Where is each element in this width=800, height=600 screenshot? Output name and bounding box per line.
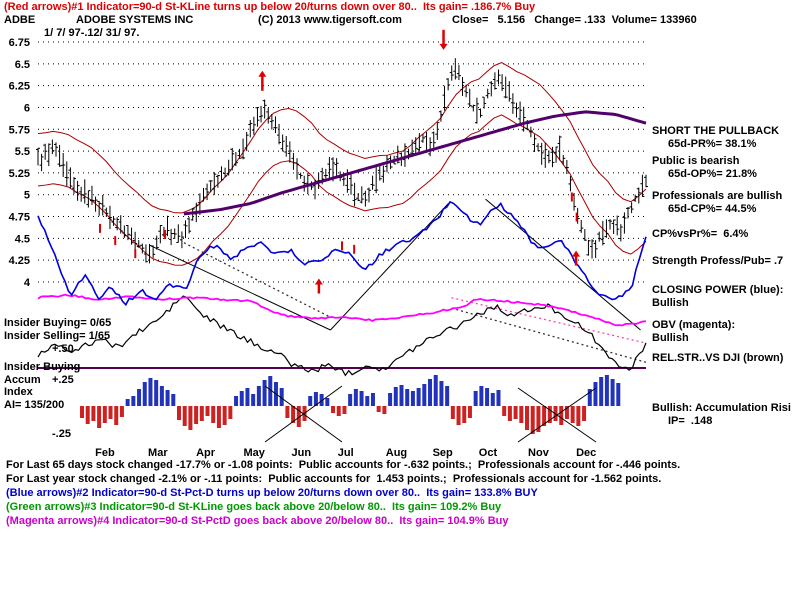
svg-text:Jun: Jun (292, 447, 312, 459)
moving-average-line (183, 110, 647, 216)
quote-summary: Close= 5.156 Change= .133 Volume= 133960 (452, 14, 697, 26)
svg-text:Dec: Dec (576, 447, 596, 459)
svg-text:May: May (244, 447, 266, 459)
moving-average-group (183, 110, 647, 216)
svg-text:4.75: 4.75 (9, 212, 30, 224)
closing-power-status: Bullish (652, 297, 689, 309)
accum-index-value: AI= 135/200 (4, 399, 65, 411)
signal-legend-blue: (Blue arrows)#2 Indicator=90-d St-Pct-D … (6, 487, 538, 499)
strength-ratio: Strength Profess/Pub= .7 (652, 255, 784, 267)
op-percent: 65d-OP%= 21.8% (668, 168, 757, 180)
svg-text:5.25: 5.25 (9, 168, 30, 180)
relative-strength-line (37, 295, 647, 377)
obv-label: OBV (magenta): (652, 319, 736, 331)
sentiment-heading: SHORT THE PULLBACK (652, 125, 780, 137)
public-sentiment: Public is bearish (652, 155, 740, 167)
svg-text:4: 4 (24, 277, 31, 289)
scale-plus-50: +.50 (52, 343, 74, 355)
insider-selling-count: Insider Selling= 1/65 (4, 330, 111, 342)
copyright-text: (C) 2013 www.tigersoft.com (258, 14, 402, 26)
svg-text:Oct: Oct (479, 447, 498, 459)
closing-power-line (37, 200, 647, 307)
pr-percent: 65d-PR%= 38.1% (668, 138, 757, 150)
svg-text:Aug: Aug (386, 447, 407, 459)
scale-minus-25: -.25 (52, 428, 71, 440)
insider-accum-label-2: Accum (4, 374, 41, 386)
closing-power-label: CLOSING POWER (blue): (652, 284, 784, 296)
svg-text:6.75: 6.75 (9, 37, 30, 49)
svg-text:Feb: Feb (95, 447, 115, 459)
price-axis-labels: 6.75 6.5 6.25 6 5.75 5.5 5.25 5 4.75 4.5 4.25 4 (9, 37, 31, 289)
company-name: ADOBE SYSTEMS INC (76, 14, 194, 26)
svg-text:6.25: 6.25 (9, 81, 30, 93)
svg-text:Nov: Nov (528, 447, 550, 459)
professional-sentiment: Professionals are bullish (652, 190, 783, 202)
cp-vs-pr: CP%vsPr%= 6.4% (652, 228, 749, 240)
date-range: 1/ 7/ 97-.12/ 31/ 97. (44, 27, 140, 39)
svg-text:4.25: 4.25 (9, 255, 30, 267)
lower-band (37, 114, 647, 266)
svg-text:5.75: 5.75 (9, 124, 30, 136)
svg-text:4.5: 4.5 (15, 233, 30, 245)
price-bars (36, 58, 648, 264)
signal-arrows (258, 29, 581, 294)
svg-text:Apr: Apr (196, 447, 216, 459)
obv-status: Bullish (652, 332, 689, 344)
scale-plus-25: +.25 (52, 374, 74, 386)
month-labels: Feb Mar Apr May Jun Jul Aug Sep Oct Nov Dec (95, 447, 596, 459)
svg-text:Sep: Sep (433, 447, 453, 459)
accumulation-status: Bullish: Accumulation Risi (652, 402, 791, 414)
stats-65-days: For Last 65 days stock changed -17.7% or… (6, 459, 681, 471)
ip-value: IP= .148 (668, 415, 713, 427)
svg-text:6: 6 (24, 102, 30, 114)
ticker-symbol: ADBE (4, 14, 36, 26)
signal-legend-green: (Green arrows)#3 Indicator=90-d St-KLine… (6, 501, 502, 513)
insider-accum-label-1: Insider Buying (4, 361, 81, 373)
dotted-trendlines (183, 242, 647, 363)
obv-line-group (37, 293, 647, 327)
accumulation-histogram (80, 375, 621, 434)
svg-text:6.5: 6.5 (15, 59, 30, 71)
signal-legend-red: (Red arrows)#1 Indicator=90-d St-KLine t… (4, 1, 536, 13)
signal-marks (99, 192, 578, 259)
relative-strength-line-group (37, 295, 647, 377)
svg-text:5.5: 5.5 (15, 146, 30, 158)
svg-text:5: 5 (24, 190, 30, 202)
obv-line (37, 293, 647, 327)
rel-str-label: REL.STR..VS DJI (brown) (652, 352, 784, 364)
histogram-overlay-lines (264, 385, 597, 443)
upper-band (37, 61, 647, 214)
insider-buying-count: Insider Buying= 0/65 (4, 317, 112, 329)
signal-legend-magenta: (Magenta arrows)#4 Indicator=90-d St-Pct… (6, 515, 509, 527)
closing-power-line-group (37, 200, 647, 307)
trendlines (149, 198, 641, 331)
stats-year: For Last year stock changed -2.1% or -.1… (6, 473, 662, 485)
svg-text:Mar: Mar (148, 447, 168, 459)
cp-percent: 65d-CP%= 44.5% (668, 203, 757, 215)
price-envelope-bands (37, 61, 647, 266)
svg-text:Jul: Jul (338, 447, 354, 459)
insider-accum-label-3: Index (4, 386, 33, 398)
